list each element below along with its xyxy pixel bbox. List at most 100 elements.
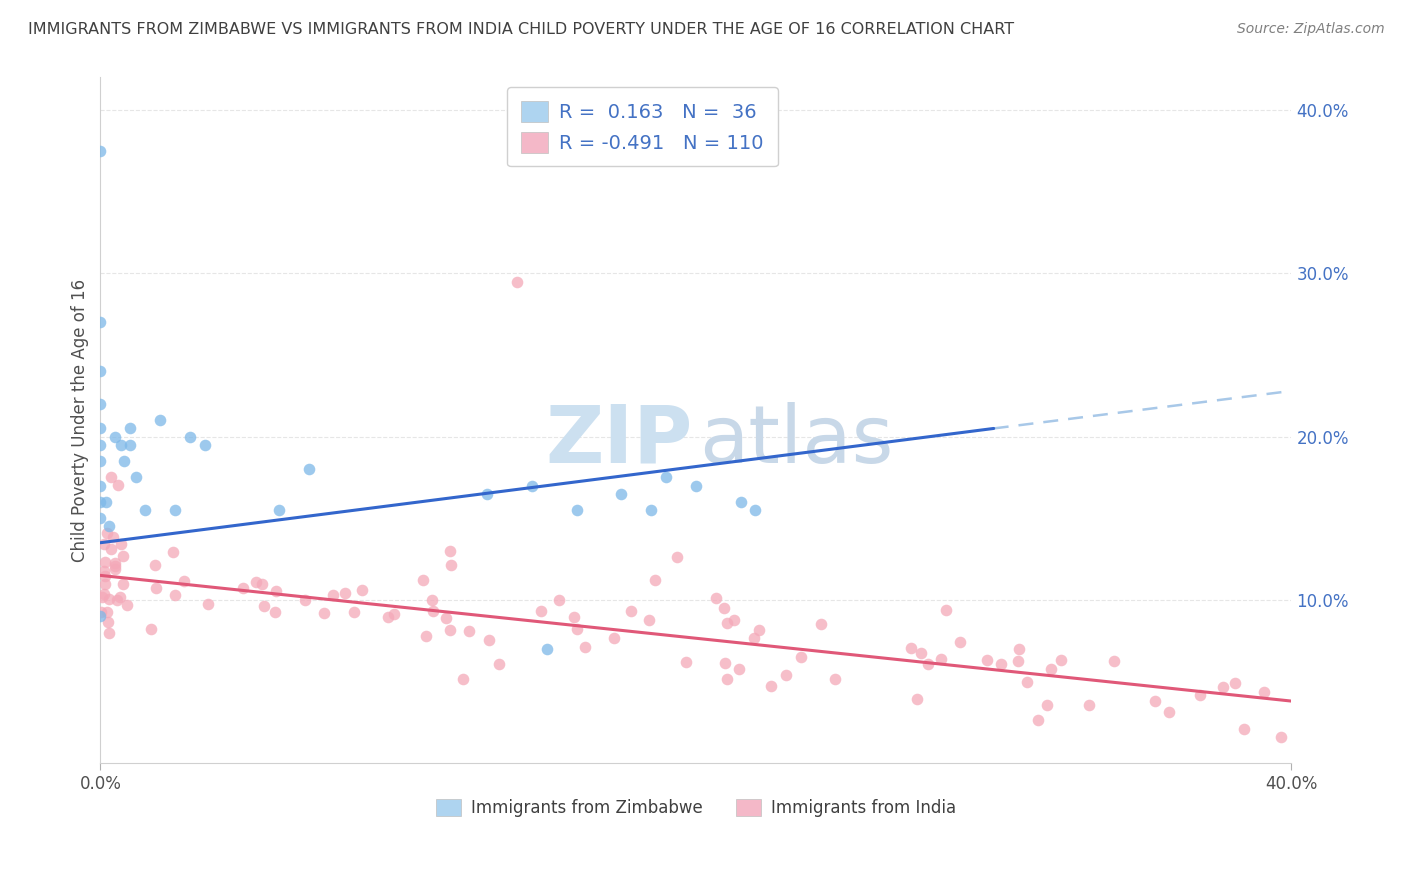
Point <box>100 541 122 556</box>
Point <box>322 588 344 602</box>
Point <box>728 661 751 675</box>
Point <box>294 592 316 607</box>
Point <box>107 478 129 492</box>
Point <box>900 641 922 656</box>
Point <box>716 672 738 686</box>
Point <box>713 601 735 615</box>
Point <box>1157 705 1180 719</box>
Point <box>264 584 287 599</box>
Point <box>120 421 142 435</box>
Point <box>90 590 112 604</box>
Point <box>520 478 543 492</box>
Point <box>108 590 131 604</box>
Point <box>439 544 461 558</box>
Point <box>1040 662 1063 676</box>
Point <box>111 549 134 564</box>
Point <box>1036 698 1059 713</box>
Point <box>298 462 321 476</box>
Point <box>976 653 998 667</box>
Point <box>610 487 633 501</box>
Point <box>98 591 121 606</box>
Point <box>790 649 813 664</box>
Point <box>412 573 434 587</box>
Point <box>253 599 276 613</box>
Point <box>89 609 111 624</box>
Point <box>655 470 678 484</box>
Point <box>93 577 115 591</box>
Point <box>93 555 115 569</box>
Point <box>94 569 117 583</box>
Point <box>312 606 335 620</box>
Point <box>264 605 287 619</box>
Point <box>139 622 162 636</box>
Point <box>415 629 437 643</box>
Point <box>675 655 697 669</box>
Point <box>110 438 132 452</box>
Point <box>1189 688 1212 702</box>
Point <box>104 562 127 576</box>
Point <box>1225 675 1247 690</box>
Point <box>704 591 727 606</box>
Point <box>382 607 405 622</box>
Point <box>665 550 688 565</box>
Point <box>990 657 1012 672</box>
Point <box>101 531 124 545</box>
Point <box>453 672 475 686</box>
Point <box>716 616 738 631</box>
Point <box>96 495 118 509</box>
Point <box>640 503 662 517</box>
Point <box>759 679 782 693</box>
Point <box>714 656 737 670</box>
Point <box>267 503 290 517</box>
Point <box>638 613 661 627</box>
Point <box>100 469 122 483</box>
Point <box>1017 675 1039 690</box>
Point <box>89 144 111 158</box>
Point <box>434 610 457 624</box>
Point <box>1233 722 1256 736</box>
Point <box>620 604 643 618</box>
Point <box>377 609 399 624</box>
Point <box>1007 654 1029 668</box>
Point <box>335 586 357 600</box>
Point <box>197 597 219 611</box>
Point <box>162 544 184 558</box>
Point <box>478 632 501 647</box>
Point <box>98 626 121 640</box>
Point <box>97 615 120 629</box>
Text: IMMIGRANTS FROM ZIMBABWE VS IMMIGRANTS FROM INDIA CHILD POVERTY UNDER THE AGE OF: IMMIGRANTS FROM ZIMBABWE VS IMMIGRANTS F… <box>28 22 1014 37</box>
Point <box>232 581 254 595</box>
Point <box>89 315 111 329</box>
Point <box>730 495 752 509</box>
Point <box>194 438 217 452</box>
Point <box>104 559 127 574</box>
Point <box>530 604 553 618</box>
Point <box>440 558 463 572</box>
Point <box>506 275 529 289</box>
Point <box>89 454 111 468</box>
Point <box>343 605 366 619</box>
Point <box>1050 653 1073 667</box>
Point <box>824 672 846 686</box>
Point <box>350 583 373 598</box>
Point <box>89 478 111 492</box>
Point <box>744 503 766 517</box>
Point <box>1144 694 1167 708</box>
Point <box>935 603 957 617</box>
Point <box>125 470 148 484</box>
Point <box>112 454 135 468</box>
Point <box>134 503 156 517</box>
Point <box>1253 685 1275 699</box>
Point <box>564 610 586 624</box>
Point <box>905 692 928 706</box>
Point <box>458 624 481 639</box>
Point <box>93 565 115 579</box>
Point <box>929 652 952 666</box>
Point <box>104 556 127 570</box>
Point <box>250 577 273 591</box>
Point <box>105 593 128 607</box>
Point <box>603 631 626 645</box>
Point <box>93 537 115 551</box>
Y-axis label: Child Poverty Under the Age of 16: Child Poverty Under the Age of 16 <box>72 278 89 562</box>
Point <box>775 668 797 682</box>
